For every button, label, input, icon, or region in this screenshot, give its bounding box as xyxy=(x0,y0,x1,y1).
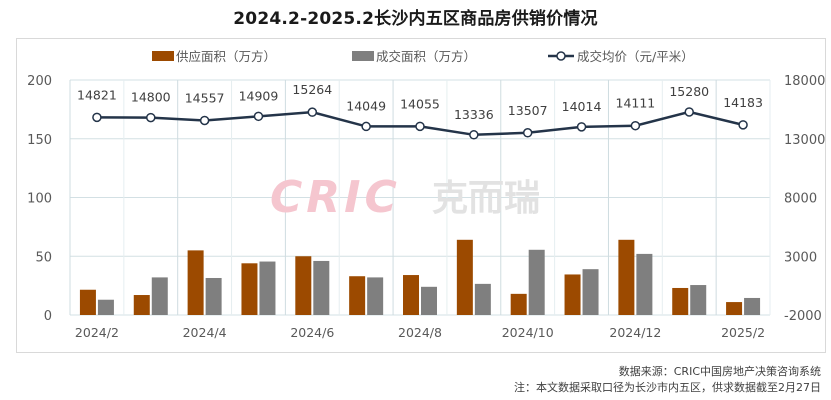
scope-note: 注：本文数据采取口径为长沙市内五区，供求数据截至2月27日 xyxy=(514,381,821,394)
supply-bar xyxy=(403,275,419,315)
x-axis-tick: 2024/8 xyxy=(398,325,442,340)
price-point xyxy=(576,122,587,132)
x-axis-tick: 2024/10 xyxy=(502,325,554,340)
deal-bar xyxy=(528,249,545,315)
price-point xyxy=(307,107,318,117)
price-data-label: 14111 xyxy=(616,96,656,111)
right-axis-tick: -2000 xyxy=(784,309,822,324)
x-axis-tick: 2024/12 xyxy=(609,325,661,340)
supply-bar xyxy=(510,293,527,315)
supply-bar xyxy=(187,250,204,315)
legend-label-deal: 成交面积（万方） xyxy=(376,49,476,64)
x-axis-tick: 2024/6 xyxy=(290,325,334,340)
left-axis-tick: 0 xyxy=(44,309,52,324)
deal-bar xyxy=(421,286,437,315)
axes: 0 50 100 150 200 -2000 3000 8000 13000 18000 2024/… xyxy=(27,74,825,340)
supply-bar xyxy=(672,287,689,315)
deal-bar xyxy=(97,299,114,315)
price-point xyxy=(146,112,156,123)
watermark: CRIC 克而瑞 xyxy=(270,172,540,223)
left-axis-tick: 200 xyxy=(27,74,52,89)
price-data-label: 14055 xyxy=(400,96,440,111)
price-dot-icon xyxy=(556,51,566,61)
supply-bar xyxy=(618,239,635,315)
gridlines xyxy=(69,79,771,316)
x-axis-tick: 2024/2 xyxy=(75,325,119,340)
deal-bar xyxy=(205,277,222,315)
legend-label-price: 成交均价（元/平米） xyxy=(577,49,694,64)
price-data-label: 14800 xyxy=(131,90,171,105)
bars xyxy=(79,239,761,315)
deal-bar xyxy=(259,261,276,315)
price-point xyxy=(253,111,264,122)
watermark-latin: CRIC xyxy=(270,172,401,223)
legend-item-price: 成交均价（元/平米） xyxy=(548,49,694,64)
deal-bar xyxy=(367,277,384,315)
right-axis-tick: 13000 xyxy=(784,133,825,148)
price-data-label: 15280 xyxy=(669,84,709,99)
left-axis-tick: 100 xyxy=(27,192,52,207)
x-axis-tick: 2024/4 xyxy=(183,325,227,340)
price-point xyxy=(92,112,102,123)
supply-bar xyxy=(456,239,473,315)
supply-bar xyxy=(349,276,366,315)
deal-swatch-icon xyxy=(352,51,374,61)
deal-bar xyxy=(151,277,168,315)
price-point xyxy=(522,128,533,138)
supply-bar xyxy=(726,302,743,315)
price-point xyxy=(415,121,425,132)
supply-bar xyxy=(295,256,312,315)
left-axis-tick: 150 xyxy=(27,133,52,148)
price-data-label: 13336 xyxy=(454,107,494,122)
price-point xyxy=(684,107,694,117)
price-data-label: 15264 xyxy=(292,82,332,97)
right-axis-tick: 3000 xyxy=(784,250,817,265)
price-data-label: 14909 xyxy=(239,88,279,103)
deal-bar xyxy=(690,285,707,315)
price-data-label: 14049 xyxy=(346,98,386,113)
price-data-label: 14557 xyxy=(185,90,225,105)
price-point xyxy=(199,115,210,126)
legend-item-deal: 成交面积（万方） xyxy=(352,49,476,64)
deal-bar xyxy=(313,260,330,315)
supply-bar xyxy=(241,263,258,315)
right-axis-tick: 18000 xyxy=(784,74,825,89)
supply-bar xyxy=(79,289,96,315)
supply-bar xyxy=(564,274,581,315)
price-data-label: 14183 xyxy=(723,95,763,110)
deal-bar xyxy=(582,269,599,315)
chart-frame xyxy=(16,38,826,353)
watermark-cn: 克而瑞 xyxy=(432,178,540,219)
deal-bar xyxy=(474,283,491,315)
x-axis-tick: 2025/2 xyxy=(721,325,765,340)
supply-bar xyxy=(133,295,150,315)
price-point xyxy=(630,120,641,131)
left-axis-tick: 50 xyxy=(35,250,52,265)
price-point xyxy=(361,121,371,132)
legend-label-supply: 供应面积（万方） xyxy=(176,49,276,64)
deal-bar xyxy=(636,253,653,315)
supply-swatch-icon xyxy=(152,51,174,61)
chart-title: 2024.2-2025.2长沙内五区商品房供销价情况 xyxy=(233,9,598,29)
price-point xyxy=(469,130,479,140)
price-data-label: 14014 xyxy=(562,99,602,114)
right-axis-tick: 8000 xyxy=(784,192,817,207)
price-data-label: 13507 xyxy=(508,103,548,118)
legend-item-supply: 供应面积（万方） xyxy=(152,49,276,64)
legend: 供应面积（万方） 成交面积（万方） 成交均价（元/平米） xyxy=(152,49,694,64)
deal-bar xyxy=(744,297,761,315)
price-point xyxy=(738,120,748,130)
price-line: 14821 14800 14557 14909 15264 14049 14055 13336… xyxy=(77,82,763,140)
data-source-note: 数据来源：CRIC中国房地产决策咨询系统 xyxy=(618,365,821,378)
price-data-label: 14821 xyxy=(77,87,117,102)
